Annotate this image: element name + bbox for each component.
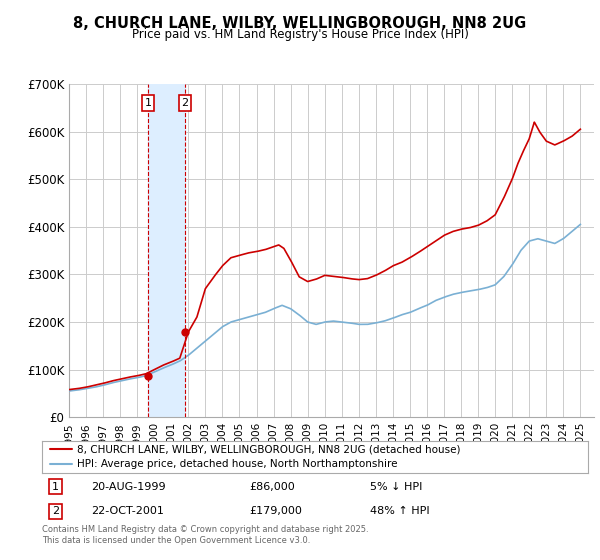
- Text: £86,000: £86,000: [250, 482, 295, 492]
- Text: 5% ↓ HPI: 5% ↓ HPI: [370, 482, 422, 492]
- Text: 8, CHURCH LANE, WILBY, WELLINGBOROUGH, NN8 2UG: 8, CHURCH LANE, WILBY, WELLINGBOROUGH, N…: [73, 16, 527, 31]
- Text: 48% ↑ HPI: 48% ↑ HPI: [370, 506, 429, 516]
- Text: Price paid vs. HM Land Registry's House Price Index (HPI): Price paid vs. HM Land Registry's House …: [131, 28, 469, 41]
- Text: 2: 2: [52, 506, 59, 516]
- Bar: [148, 84, 185, 417]
- Text: 20-AUG-1999: 20-AUG-1999: [91, 482, 166, 492]
- Text: 1: 1: [145, 98, 152, 108]
- Text: HPI: Average price, detached house, North Northamptonshire: HPI: Average price, detached house, Nort…: [77, 459, 398, 469]
- Text: 1: 1: [52, 482, 59, 492]
- Text: Contains HM Land Registry data © Crown copyright and database right 2025.
This d: Contains HM Land Registry data © Crown c…: [42, 525, 368, 545]
- Text: 2: 2: [182, 98, 188, 108]
- Text: £179,000: £179,000: [250, 506, 302, 516]
- Text: 22-OCT-2001: 22-OCT-2001: [91, 506, 164, 516]
- Text: 8, CHURCH LANE, WILBY, WELLINGBOROUGH, NN8 2UG (detached house): 8, CHURCH LANE, WILBY, WELLINGBOROUGH, N…: [77, 445, 461, 455]
